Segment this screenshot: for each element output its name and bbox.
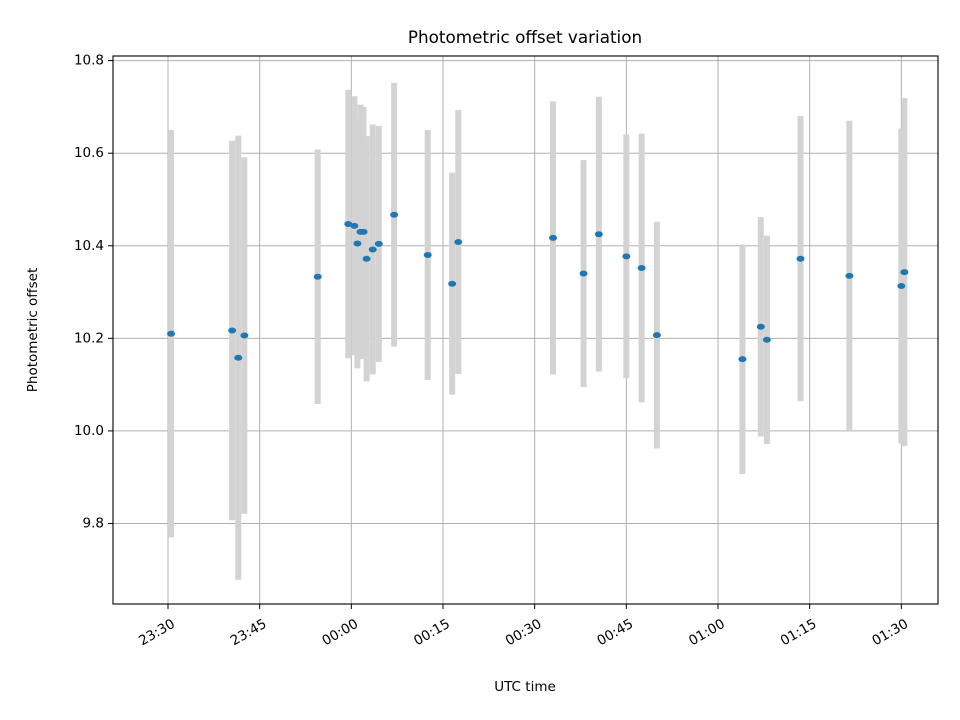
y-axis-label: Photometric offset — [25, 268, 41, 392]
plot-frame — [112, 55, 939, 605]
data-point — [756, 323, 765, 330]
data-point — [637, 264, 646, 271]
data-point — [228, 327, 237, 334]
data-point — [390, 211, 399, 218]
data-point — [897, 283, 906, 290]
data-point — [167, 330, 176, 337]
chart-title: Photometric offset variation — [408, 27, 642, 47]
data-point — [240, 332, 249, 339]
data-point — [900, 269, 909, 276]
data-point — [350, 222, 359, 229]
data-point — [579, 270, 588, 277]
data-point — [622, 253, 631, 260]
data-point — [796, 255, 805, 262]
data-point — [762, 336, 771, 343]
data-point — [362, 255, 371, 262]
data-point — [344, 221, 353, 228]
x-axis-label: UTC time — [494, 679, 556, 695]
data-point — [652, 332, 661, 339]
y-tick-label: 10.6 — [74, 145, 104, 161]
data-point — [845, 272, 854, 279]
data-point — [423, 252, 432, 259]
y-tick-label: 10.8 — [74, 53, 104, 69]
data-point — [353, 240, 362, 247]
data-point — [738, 356, 747, 363]
y-tick-label: 10.0 — [74, 423, 104, 439]
data-point — [313, 273, 322, 280]
data-point — [359, 228, 368, 235]
data-point — [368, 246, 377, 253]
y-tick-label: 10.4 — [74, 238, 104, 254]
data-points — [167, 211, 909, 363]
data-point — [448, 280, 457, 287]
data-point — [549, 234, 557, 241]
data-point — [374, 240, 383, 247]
y-tick-label: 9.8 — [83, 515, 104, 531]
data-point — [594, 231, 603, 238]
data-point — [234, 354, 243, 361]
data-point — [454, 239, 463, 246]
y-tick-label: 10.2 — [74, 330, 104, 346]
